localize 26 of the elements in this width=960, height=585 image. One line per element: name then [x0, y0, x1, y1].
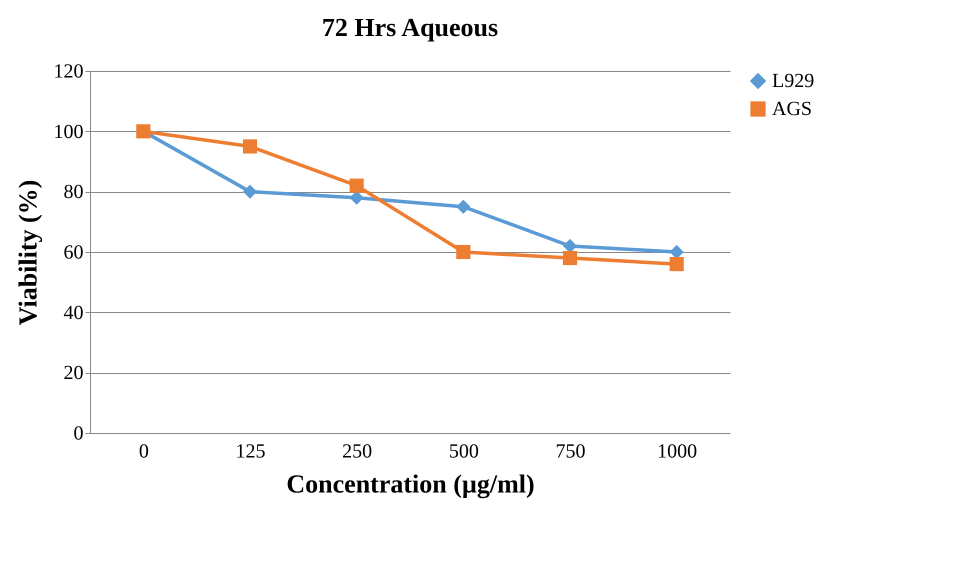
y-tick-label: 120: [54, 60, 84, 82]
y-tick-label: 100: [54, 120, 84, 143]
x-tick-label: 750: [556, 440, 586, 462]
x-tick-label: 1000: [657, 440, 698, 462]
chart-title: 72 Hrs Aqueous: [322, 13, 498, 42]
point: [456, 200, 470, 214]
y-tick-label: 0: [74, 422, 84, 444]
point: [670, 256, 684, 272]
y-tick-label: 40: [64, 302, 84, 324]
point: [562, 250, 578, 266]
x-tick-label: 500: [448, 440, 479, 462]
x-tick-label: 125: [236, 440, 266, 462]
x-tick-label: 0: [138, 440, 149, 462]
point: [350, 190, 364, 205]
y-axis-title: Viability (%): [14, 180, 42, 326]
x-axis-title: Concentration (µg/ml): [286, 470, 535, 498]
y-tick-label: 80: [64, 181, 84, 204]
legend-label: AGS: [772, 98, 812, 120]
x-tick-label: 250: [342, 440, 372, 462]
point: [456, 244, 470, 260]
point: [242, 139, 258, 154]
point: [350, 178, 364, 193]
legend-label: L929: [772, 70, 814, 92]
y-tick-label: 60: [64, 242, 84, 264]
point: [242, 184, 258, 199]
y-tick-label: 20: [64, 362, 84, 384]
